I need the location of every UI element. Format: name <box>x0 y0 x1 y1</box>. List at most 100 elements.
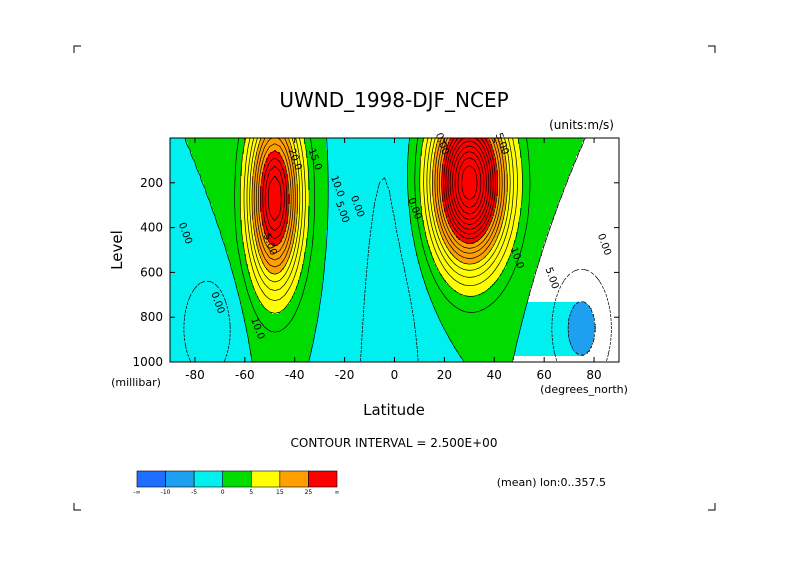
field-cell <box>196 166 242 168</box>
contour-line <box>461 165 478 201</box>
field-cell <box>328 174 408 176</box>
field-cell <box>260 200 290 202</box>
field-cell <box>260 302 290 304</box>
field-cell <box>252 284 298 286</box>
field-cell <box>246 256 260 258</box>
field-cell <box>324 270 422 272</box>
field-cell <box>328 166 408 168</box>
field-cell <box>504 210 520 212</box>
field-cell <box>170 326 246 328</box>
field-cell <box>442 234 456 236</box>
field-cell <box>238 288 254 290</box>
field-cell <box>170 196 208 198</box>
field-cell <box>254 220 262 222</box>
field-cell <box>298 190 310 192</box>
field-cell <box>198 170 242 172</box>
field-cell <box>422 270 438 272</box>
field-cell <box>422 206 434 208</box>
field-cell <box>224 242 244 244</box>
field-cell <box>170 160 194 162</box>
field-cell <box>522 318 568 320</box>
field-cell <box>408 182 420 184</box>
field-cell <box>414 242 428 244</box>
field-cell <box>522 176 568 178</box>
field-cell <box>322 292 428 294</box>
field-cell <box>170 260 230 262</box>
field-cell <box>240 198 252 200</box>
field-cell <box>240 188 252 190</box>
field-cell <box>290 144 306 146</box>
field-cell <box>506 192 522 194</box>
field-cell <box>232 268 248 270</box>
field-cell <box>428 244 446 246</box>
field-cell <box>244 252 260 254</box>
field-cell <box>206 188 240 190</box>
field-cell <box>444 156 494 158</box>
field-cell <box>502 220 520 222</box>
field-cell <box>328 178 408 180</box>
field-cell <box>430 298 528 300</box>
field-cell <box>492 218 504 220</box>
field-cell <box>498 186 508 188</box>
field-cell <box>570 338 594 340</box>
field-cell <box>420 180 432 182</box>
field-cell <box>170 350 250 352</box>
field-cell <box>242 160 256 162</box>
field-cell <box>256 156 268 158</box>
field-cell <box>266 236 284 238</box>
field-cell <box>408 148 422 150</box>
field-cell <box>248 334 314 336</box>
x-tick-label: 80 <box>586 368 601 382</box>
contour-line <box>249 137 511 283</box>
field-cell <box>170 278 234 280</box>
field-cell <box>426 288 452 290</box>
field-cell <box>520 150 580 152</box>
field-cell <box>522 184 566 186</box>
field-cell <box>520 148 580 150</box>
field-cell <box>248 332 314 334</box>
field-cell <box>512 250 542 252</box>
field-cell <box>328 200 408 202</box>
field-cell <box>440 320 522 322</box>
field-cell <box>420 268 438 270</box>
field-cell <box>264 232 284 234</box>
field-cell <box>462 358 514 360</box>
field-cell <box>242 238 256 240</box>
field-cell <box>170 244 224 246</box>
field-cell <box>284 268 302 270</box>
x-axis-label: Latitude <box>363 401 425 419</box>
field-cell <box>298 280 322 282</box>
field-cell <box>442 190 498 192</box>
field-cell <box>568 328 596 330</box>
field-cell <box>170 226 218 228</box>
contour-line <box>268 137 492 230</box>
colorbar: -∞ -10 -5 0 5 15 25 ∞ <box>133 470 340 496</box>
colorbar-tick-label: -5 <box>191 489 197 496</box>
chart-title: UWND_1998-DJF_NCEP <box>279 88 508 112</box>
field-cell <box>170 254 228 256</box>
field-cell <box>568 320 594 322</box>
field-cell <box>216 216 240 218</box>
y-tick-label: 200 <box>140 176 163 190</box>
field-cell <box>328 150 408 152</box>
field-cell <box>418 262 434 264</box>
field-cell <box>318 312 436 314</box>
field-cell <box>422 276 442 278</box>
field-cell <box>430 294 462 296</box>
field-cell <box>430 246 446 248</box>
field-cell <box>410 210 422 212</box>
field-cell <box>420 204 434 206</box>
field-cell <box>242 230 254 232</box>
field-cell <box>506 264 538 266</box>
field-cell <box>422 152 434 154</box>
field-cell <box>500 230 518 232</box>
field-cell <box>444 328 520 330</box>
field-cell <box>208 198 240 200</box>
field-cell <box>194 158 242 160</box>
field-cell <box>304 142 326 144</box>
field-cell <box>268 156 282 158</box>
field-cell <box>318 314 438 316</box>
field-cell <box>266 160 284 162</box>
field-cell <box>170 316 244 318</box>
